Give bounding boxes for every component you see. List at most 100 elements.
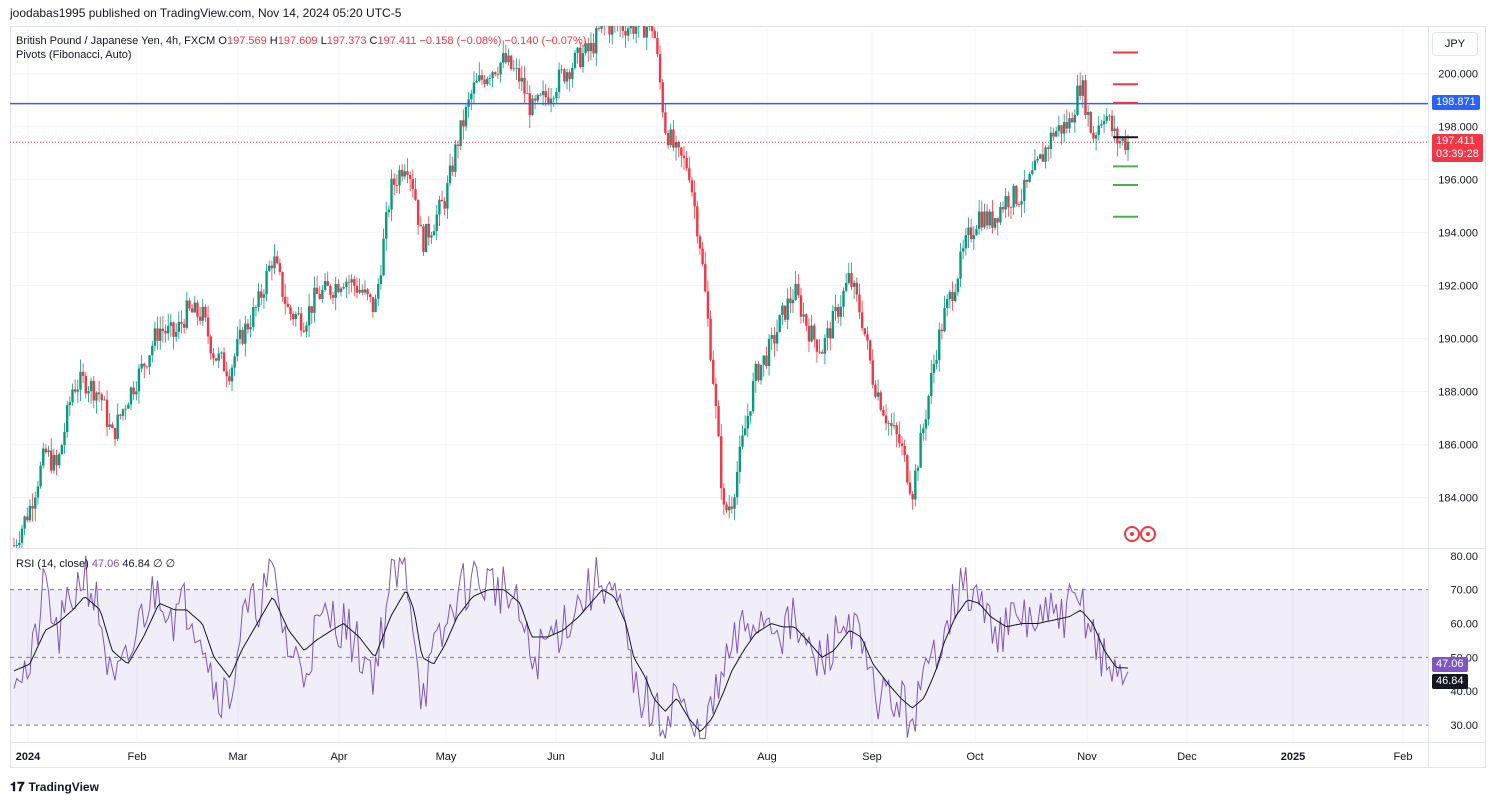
candle-body [217, 353, 220, 361]
rsi-ma-tag: 46.84 [1432, 674, 1468, 689]
candle-body [358, 289, 361, 293]
candle-body [661, 82, 664, 113]
candle-body [350, 279, 353, 283]
candle-body [52, 454, 56, 471]
candle-body [307, 306, 311, 326]
candle-body [996, 218, 999, 223]
candle-body [664, 112, 667, 134]
candle-body [424, 223, 428, 253]
candle-body [975, 229, 978, 236]
candle-body [225, 371, 228, 377]
candle-body [956, 278, 960, 293]
candle-body [914, 470, 917, 500]
price-tick-label: 188.000 [1438, 387, 1478, 399]
candle-body [735, 471, 739, 498]
candle-body [268, 265, 271, 271]
candle-body [494, 72, 497, 75]
candle-body [1007, 195, 1010, 208]
time-tick-label: Aug [757, 751, 777, 763]
candle-body [589, 42, 593, 52]
candle-body [831, 310, 835, 339]
candle-body [727, 506, 731, 511]
candle-body [908, 482, 912, 494]
candle-body [953, 292, 957, 301]
candle-body [709, 318, 712, 360]
symbol-legend[interactable]: British Pound / Japanese Yen, 4h, FXCM O… [16, 34, 586, 49]
candle-body [858, 294, 861, 313]
candle-body [584, 43, 587, 54]
candle-body [866, 334, 869, 341]
candle-body [704, 264, 707, 292]
candle-body [1092, 132, 1095, 139]
candle-body [640, 15, 642, 16]
candle-body [71, 389, 74, 403]
candle-body [799, 295, 803, 317]
rsi-tick-label: 60.00 [1450, 618, 1478, 630]
candle-body [946, 298, 949, 309]
candle-body [233, 356, 236, 368]
candle-body [807, 325, 811, 342]
candle-body [414, 189, 417, 200]
candle-body [475, 80, 478, 83]
candle-body [502, 53, 505, 63]
candle-body [252, 307, 255, 328]
candle-body [746, 415, 750, 429]
alert-icon-2[interactable] [1140, 526, 1156, 542]
candle-body [1052, 132, 1055, 137]
candle-body [666, 133, 670, 146]
pivots-legend[interactable]: Pivots (Fibonacci, Auto) [16, 49, 132, 61]
candle-body [448, 165, 452, 184]
candle-body [111, 424, 114, 429]
candle-body [1124, 138, 1127, 151]
candle-body [1105, 116, 1108, 121]
candles-group [12, 15, 1130, 548]
candle-body [212, 353, 215, 359]
candle-body [983, 211, 986, 228]
candle-body [331, 295, 335, 298]
candle-body [547, 97, 550, 104]
rsi-value: 47.06 [91, 558, 120, 570]
candle-body [531, 98, 534, 116]
candle-body [571, 67, 574, 79]
rsi-name: RSI (14, close) [16, 558, 89, 570]
candle-body [648, 26, 651, 27]
change-value-2: −0.140 (−0.07%) [504, 35, 587, 47]
time-tick-label: Nov [1077, 751, 1097, 763]
footer-brand[interactable]: 𝟏𝟕 TradingView [10, 779, 99, 795]
candle-body [626, 28, 630, 36]
rsi-ma-value: 46.84 [122, 558, 150, 570]
candle-body [1033, 160, 1037, 171]
candle-body [246, 323, 250, 330]
candle-body [754, 363, 757, 381]
candle-body [922, 428, 925, 434]
candle-body [313, 287, 316, 313]
rsi-legend[interactable]: RSI (14, close) 47.06 46.84 ∅ ∅ [16, 557, 175, 570]
alert-icon[interactable] [1124, 526, 1140, 542]
candle-body [823, 337, 827, 354]
candle-body [775, 332, 779, 344]
publisher-header: joodabas1995 published on TradingView.co… [10, 6, 402, 20]
candle-body [377, 283, 380, 299]
candle-body [419, 224, 422, 227]
candle-body [509, 55, 513, 69]
candle-body [1094, 135, 1098, 139]
candle-body [642, 26, 646, 38]
tradingview-logo-icon: 𝟏𝟕 [10, 779, 25, 794]
candle-body [470, 93, 473, 100]
candle-body [507, 55, 510, 63]
currency-button[interactable]: JPY [1432, 32, 1478, 56]
high-value: 197.609 [277, 35, 318, 47]
candle-body [430, 235, 433, 238]
candle-body [244, 323, 247, 344]
candle-body [504, 53, 508, 63]
candle-body [113, 428, 117, 440]
candle-body [161, 328, 165, 331]
candle-body [685, 157, 688, 169]
countdown-value: 03:39:28 [1436, 148, 1479, 160]
candle-body [1102, 120, 1106, 125]
candle-body [185, 300, 189, 328]
price-tick-label: 192.000 [1438, 281, 1478, 293]
change-value: −0.158 (−0.08%) [419, 35, 502, 47]
candle-body [483, 79, 486, 85]
